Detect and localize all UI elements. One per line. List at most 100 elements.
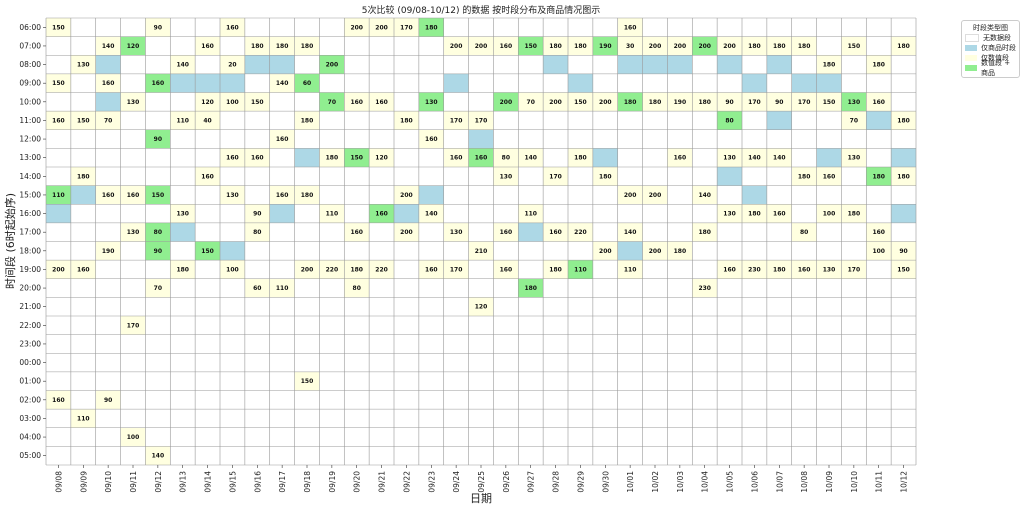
heatmap-cell bbox=[46, 73, 71, 93]
cell-value-label: 170 bbox=[748, 99, 761, 106]
cell-value-label: 150 bbox=[301, 378, 314, 385]
heatmap-cell bbox=[617, 36, 643, 56]
cell-value-label: 130 bbox=[450, 229, 463, 236]
cell-value-label: 80 bbox=[502, 155, 510, 162]
cell-value-label: 160 bbox=[226, 24, 239, 31]
cell-value-label: 200 bbox=[400, 192, 413, 199]
heatmap-cell bbox=[742, 92, 767, 112]
cell-value-label: 160 bbox=[52, 397, 65, 404]
heatmap-cell bbox=[394, 204, 419, 223]
heatmap-cell bbox=[592, 36, 618, 56]
cell-value-label: 200 bbox=[350, 24, 363, 31]
y-tick-label: 05:00 bbox=[19, 451, 41, 460]
heatmap-cell bbox=[543, 55, 568, 74]
heatmap-cell bbox=[195, 36, 220, 56]
heatmap-cell bbox=[344, 92, 370, 112]
cell-value-label: 160 bbox=[77, 266, 90, 273]
cell-value-label: 200 bbox=[698, 43, 711, 50]
cell-value-label: 140 bbox=[102, 43, 115, 50]
x-tick-label: 09/28 bbox=[552, 471, 561, 493]
heatmap-cell bbox=[816, 167, 842, 186]
heatmap-cell bbox=[766, 36, 792, 56]
heatmap-cell bbox=[592, 92, 618, 112]
cell-value-label: 80 bbox=[253, 229, 261, 236]
heatmap-cell bbox=[518, 278, 544, 298]
cell-value-label: 160 bbox=[872, 99, 885, 106]
y-tick-label: 15:00 bbox=[19, 190, 41, 199]
heatmap-cell bbox=[244, 148, 270, 168]
x-tick-label: 10/09 bbox=[825, 471, 834, 493]
y-tick-label: 17:00 bbox=[19, 228, 41, 237]
cell-value-label: 150 bbox=[897, 266, 910, 273]
cell-value-label: 180 bbox=[773, 266, 786, 273]
heatmap-cell bbox=[891, 148, 916, 168]
heatmap-cell bbox=[766, 204, 792, 223]
heatmap-cell bbox=[841, 92, 867, 112]
cell-value-label: 160 bbox=[475, 155, 488, 162]
heatmap-cell bbox=[70, 167, 96, 186]
heatmap-cell bbox=[319, 92, 345, 112]
y-tick-label: 03:00 bbox=[19, 414, 41, 423]
cell-value-label: 130 bbox=[127, 99, 140, 106]
heatmap-cell bbox=[394, 18, 419, 37]
heatmap-cell bbox=[617, 55, 643, 74]
cell-value-label: 180 bbox=[698, 229, 711, 236]
legend-entry-both: 数值段 + 商品 bbox=[965, 59, 1019, 77]
heatmap-cell bbox=[841, 260, 867, 279]
heatmap-cell bbox=[220, 260, 245, 279]
cell-value-label: 160 bbox=[425, 136, 438, 143]
cell-value-label: 180 bbox=[251, 43, 264, 50]
cell-value-label: 160 bbox=[500, 229, 513, 236]
heatmap-cell bbox=[468, 129, 494, 149]
y-tick-label: 08:00 bbox=[19, 60, 41, 69]
cell-value-label: 150 bbox=[52, 24, 65, 31]
x-tick-label: 09/15 bbox=[228, 471, 237, 493]
heatmap-cell bbox=[891, 241, 916, 261]
y-tick-label: 13:00 bbox=[19, 153, 41, 162]
cell-value-label: 100 bbox=[127, 434, 140, 441]
heatmap-cell bbox=[344, 222, 370, 242]
cell-value-label: 180 bbox=[823, 62, 836, 69]
heatmap-cell bbox=[195, 111, 220, 130]
cell-value-label: 130 bbox=[823, 266, 836, 273]
heatmap-cell bbox=[617, 18, 643, 37]
cell-value-label: 120 bbox=[475, 304, 488, 311]
heatmap-cell bbox=[791, 222, 817, 242]
cell-value-label: 180 bbox=[624, 99, 637, 106]
cell-value-label: 140 bbox=[524, 155, 537, 162]
heatmap-cell bbox=[220, 18, 245, 37]
cell-value-label: 200 bbox=[649, 192, 662, 199]
x-tick-label: 09/18 bbox=[303, 471, 312, 493]
cell-value-label: 70 bbox=[104, 117, 112, 124]
legend: 时段类型图 无数据段 仅商品时段 仅数值段 数值段 + 商品 bbox=[961, 20, 1020, 78]
y-tick-label: 10:00 bbox=[19, 97, 41, 106]
heatmap-cell bbox=[95, 241, 121, 261]
legend-label-product: 仅商品时段 bbox=[981, 44, 1016, 52]
legend-swatch-both bbox=[965, 65, 977, 71]
x-tick-label: 09/09 bbox=[79, 471, 88, 493]
heatmap-cell bbox=[518, 148, 544, 168]
cell-value-label: 180 bbox=[549, 266, 562, 273]
cell-value-label: 140 bbox=[748, 155, 761, 162]
heatmap-cell bbox=[617, 260, 643, 279]
heatmap-cell bbox=[319, 260, 345, 279]
cell-value-label: 160 bbox=[375, 99, 388, 106]
heatmap-cell bbox=[742, 204, 767, 223]
heatmap-cell bbox=[70, 55, 96, 74]
y-tick-label: 06:00 bbox=[19, 23, 41, 32]
heatmap-cell bbox=[592, 148, 618, 168]
cell-value-label: 180 bbox=[549, 43, 562, 50]
heatmap-cell bbox=[443, 36, 469, 56]
heatmap-cell bbox=[145, 278, 171, 298]
heatmap-cell bbox=[269, 55, 295, 74]
heatmap-cell bbox=[717, 167, 742, 186]
cell-value-label: 180 bbox=[350, 266, 363, 273]
heatmap-cell bbox=[717, 148, 742, 168]
cell-value-label: 90 bbox=[154, 24, 162, 31]
heatmap-cell bbox=[791, 73, 817, 93]
heatmap-cell bbox=[145, 73, 171, 93]
heatmap-cell bbox=[568, 222, 593, 242]
cell-value-label: 150 bbox=[848, 43, 861, 50]
y-tick-label: 21:00 bbox=[19, 302, 41, 311]
cell-value-label: 160 bbox=[127, 192, 140, 199]
